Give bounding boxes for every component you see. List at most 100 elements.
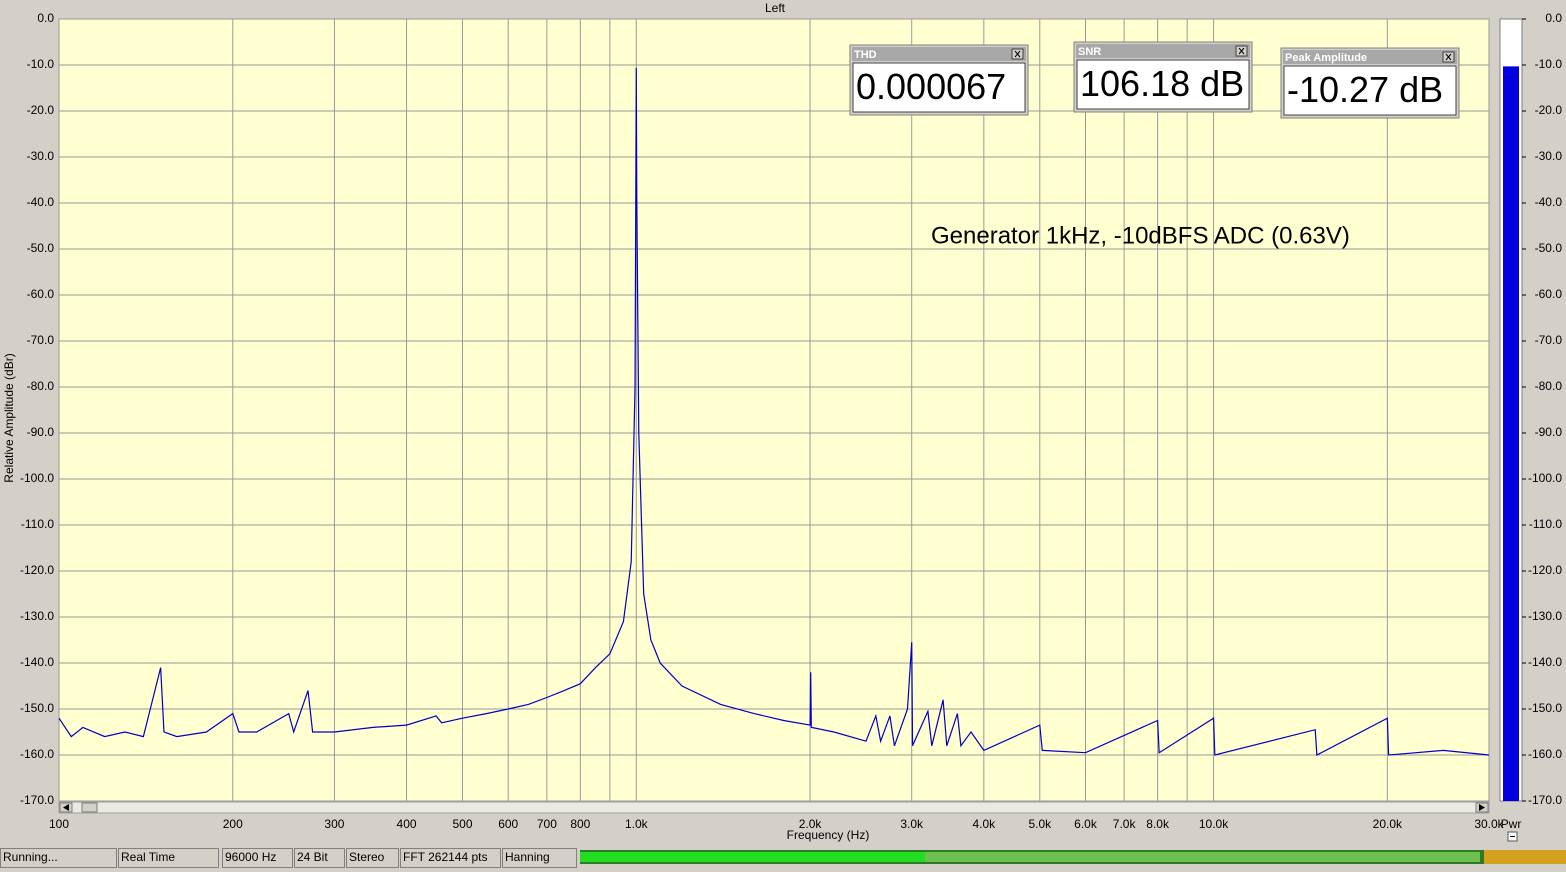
- y-tick-label: -150.0: [20, 701, 54, 715]
- y-tick-label: -30.0: [27, 149, 55, 163]
- y-tick-label: -50.0: [27, 241, 55, 255]
- y-axis-title: Relative Amplitude (dBr): [2, 353, 16, 482]
- meter-tick-label: -160.0: [1528, 747, 1562, 761]
- x-tick-label: 300: [324, 817, 344, 831]
- y-tick-label: 0.0: [37, 11, 54, 25]
- meter-tick-label: -120.0: [1528, 563, 1562, 577]
- meter-tick-label: -130.0: [1528, 609, 1562, 623]
- readout-field: [1076, 59, 1250, 110]
- close-icon: [1014, 50, 1021, 58]
- readout-clip: -10.27 dB: [1287, 69, 1443, 110]
- meter-tick-label: -60.0: [1535, 287, 1563, 301]
- arrow-icon: [1479, 804, 1485, 811]
- meter-tick-label: -10.0: [1535, 57, 1563, 71]
- x-tick-label: 5.0k: [1028, 817, 1052, 831]
- status-text: Stereo: [349, 850, 385, 864]
- status-cell: [0, 848, 117, 868]
- status-text: Running...: [3, 850, 58, 864]
- x-tick-label: 1.0k: [625, 817, 649, 831]
- y-tick-label: -70.0: [27, 333, 55, 347]
- close-icon: [1238, 47, 1245, 55]
- x-tick-label: 800: [570, 817, 590, 831]
- window-titlebar: [852, 47, 1026, 61]
- scroll-thumb[interactable]: [81, 802, 98, 813]
- status-cell: [294, 848, 345, 868]
- readout-window: SNR 106.18 dB: [1073, 41, 1253, 113]
- level-bar-dim: [925, 852, 1480, 862]
- y-tick-label: -110.0: [21, 517, 54, 531]
- scroll-track: [58, 801, 1490, 814]
- status-cell: [502, 848, 577, 868]
- scrollbar[interactable]: [58, 801, 1490, 814]
- readout-window: THD 0.000067: [849, 44, 1029, 116]
- x-axis-title: Frequency (Hz): [787, 828, 870, 842]
- level-bar-fill: [580, 852, 925, 862]
- readout-window: Peak Amplitude -10.27 dB: [1280, 47, 1460, 119]
- meter-label: Pwr: [1501, 817, 1522, 831]
- readout-title: THD: [854, 49, 877, 61]
- readout-title: SNR: [1078, 46, 1101, 58]
- y-tick-label: -120.0: [20, 563, 54, 577]
- y-tick-label: -10.0: [27, 57, 55, 71]
- x-tick-label: 500: [452, 817, 472, 831]
- readout-field: [852, 62, 1026, 113]
- annotation: Generator 1kHz, -10dBFS ADC (0.63V): [931, 222, 1350, 249]
- meter-tick-label: -50.0: [1535, 241, 1563, 255]
- status-text: 96000 Hz: [225, 850, 276, 864]
- status-cell: [346, 848, 399, 868]
- meter-tick-label: -110.0: [1529, 517, 1562, 531]
- meter-tick-label: 0.0: [1545, 11, 1562, 25]
- x-tick-label: 30.0k: [1474, 817, 1504, 831]
- status-cell: [118, 848, 219, 868]
- y-tick-label: -80.0: [27, 379, 55, 393]
- status-cell: [222, 848, 293, 868]
- status-text: FFT 262144 pts: [403, 850, 488, 864]
- readout-clip: 0.000067: [856, 66, 1006, 107]
- y-tick-label: -60.0: [27, 287, 55, 301]
- meter-tick-label: -140.0: [1528, 655, 1562, 669]
- x-tick-label: 200: [223, 817, 243, 831]
- close-icon: [1445, 53, 1452, 61]
- x-tick-label: 4.0k: [972, 817, 996, 831]
- status-text: 24 Bit: [297, 850, 328, 864]
- y-tick-label: -160.0: [20, 747, 54, 761]
- meter-tick-label: -170.0: [1528, 793, 1562, 807]
- meter-tick-label: -40.0: [1535, 195, 1563, 209]
- meter-tick-label: -70.0: [1535, 333, 1563, 347]
- y-tick-label: -100.0: [20, 471, 54, 485]
- meter-tick-label: -20.0: [1535, 103, 1563, 117]
- arrow-icon: [63, 804, 69, 811]
- spectrum-line: [58, 67, 1490, 756]
- level-bar-high: [1484, 850, 1566, 864]
- meter-tick-label: -150.0: [1528, 701, 1562, 715]
- status-text: Hanning: [505, 850, 550, 864]
- meter-tick-label: -30.0: [1535, 149, 1563, 163]
- plot-area: [58, 18, 1490, 802]
- meter-tick-label: -90.0: [1535, 425, 1563, 439]
- y-tick-label: -170.0: [20, 793, 54, 807]
- window-titlebar: [1283, 50, 1457, 64]
- x-tick-label: 20.0k: [1373, 817, 1403, 831]
- y-tick-label: -40.0: [27, 195, 55, 209]
- x-tick-label: 2.0k: [799, 817, 823, 831]
- y-tick-label: -140.0: [20, 655, 54, 669]
- readout-value: 106.18 dB: [1080, 63, 1244, 104]
- meter-tick-label: -100.0: [1528, 471, 1562, 485]
- status-text: Real Time: [121, 850, 175, 864]
- chart-title: Left: [765, 1, 786, 15]
- x-tick-label: 700: [537, 817, 557, 831]
- x-tick-label: 3.0k: [900, 817, 924, 831]
- y-tick-label: -90.0: [27, 425, 55, 439]
- readout-value: -10.27 dB: [1287, 69, 1443, 110]
- readout-field: [1283, 65, 1457, 116]
- x-tick-label: 8.0k: [1146, 817, 1170, 831]
- x-tick-label: 600: [498, 817, 518, 831]
- x-tick-label: 6.0k: [1074, 817, 1098, 831]
- meter-bar: [1503, 66, 1519, 801]
- y-tick-label: -20.0: [27, 103, 55, 117]
- meter-tick-label: -80.0: [1535, 379, 1563, 393]
- readout-title: Peak Amplitude: [1285, 52, 1367, 64]
- readout-value: 0.000067: [856, 66, 1006, 107]
- x-tick-label: 7.0k: [1113, 817, 1137, 831]
